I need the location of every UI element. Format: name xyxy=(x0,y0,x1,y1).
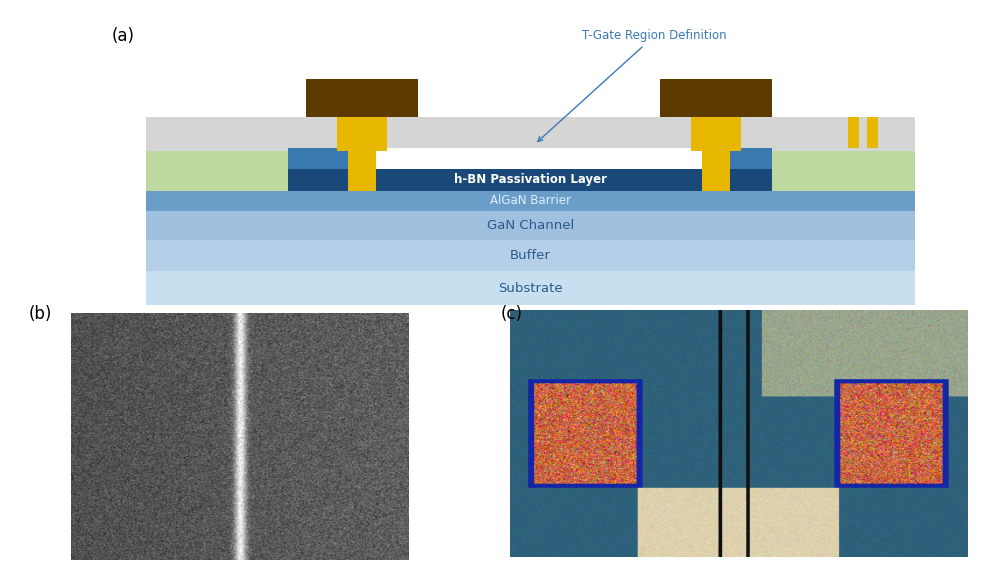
Bar xyxy=(289,169,772,191)
Text: Substrate: Substrate xyxy=(498,282,563,295)
Bar xyxy=(867,116,878,147)
Bar xyxy=(702,151,730,191)
Bar xyxy=(305,79,418,116)
Bar xyxy=(145,271,915,305)
Text: (c): (c) xyxy=(501,305,522,323)
Bar xyxy=(145,211,915,240)
Bar xyxy=(145,240,915,271)
Text: AlGaN Barrier: AlGaN Barrier xyxy=(490,194,571,207)
Bar xyxy=(660,79,772,116)
Bar xyxy=(145,116,915,151)
Bar xyxy=(848,116,858,147)
Text: 3ʳᵈ SiN Layer: 3ʳᵈ SiN Layer xyxy=(490,152,571,165)
Text: Buffer: Buffer xyxy=(510,250,551,262)
Bar xyxy=(289,147,772,169)
Text: h-BN Passivation Layer: h-BN Passivation Layer xyxy=(454,174,607,187)
Bar xyxy=(691,116,741,151)
Text: (a): (a) xyxy=(111,27,135,45)
Bar xyxy=(145,191,915,211)
Bar xyxy=(289,147,772,169)
Bar xyxy=(337,116,387,151)
Text: T-Gate Region Definition: T-Gate Region Definition xyxy=(538,29,727,142)
Text: 3ʳᵈ SiN Layer: 3ʳᵈ SiN Layer xyxy=(490,152,571,165)
Text: (b): (b) xyxy=(28,305,52,323)
Bar xyxy=(145,116,289,191)
Text: h-BN Passivation Layer: h-BN Passivation Layer xyxy=(454,174,607,187)
Bar xyxy=(348,151,375,191)
Bar xyxy=(289,169,772,191)
Text: GaN Channel: GaN Channel xyxy=(487,219,573,232)
Bar xyxy=(772,116,915,191)
Bar xyxy=(375,147,702,169)
